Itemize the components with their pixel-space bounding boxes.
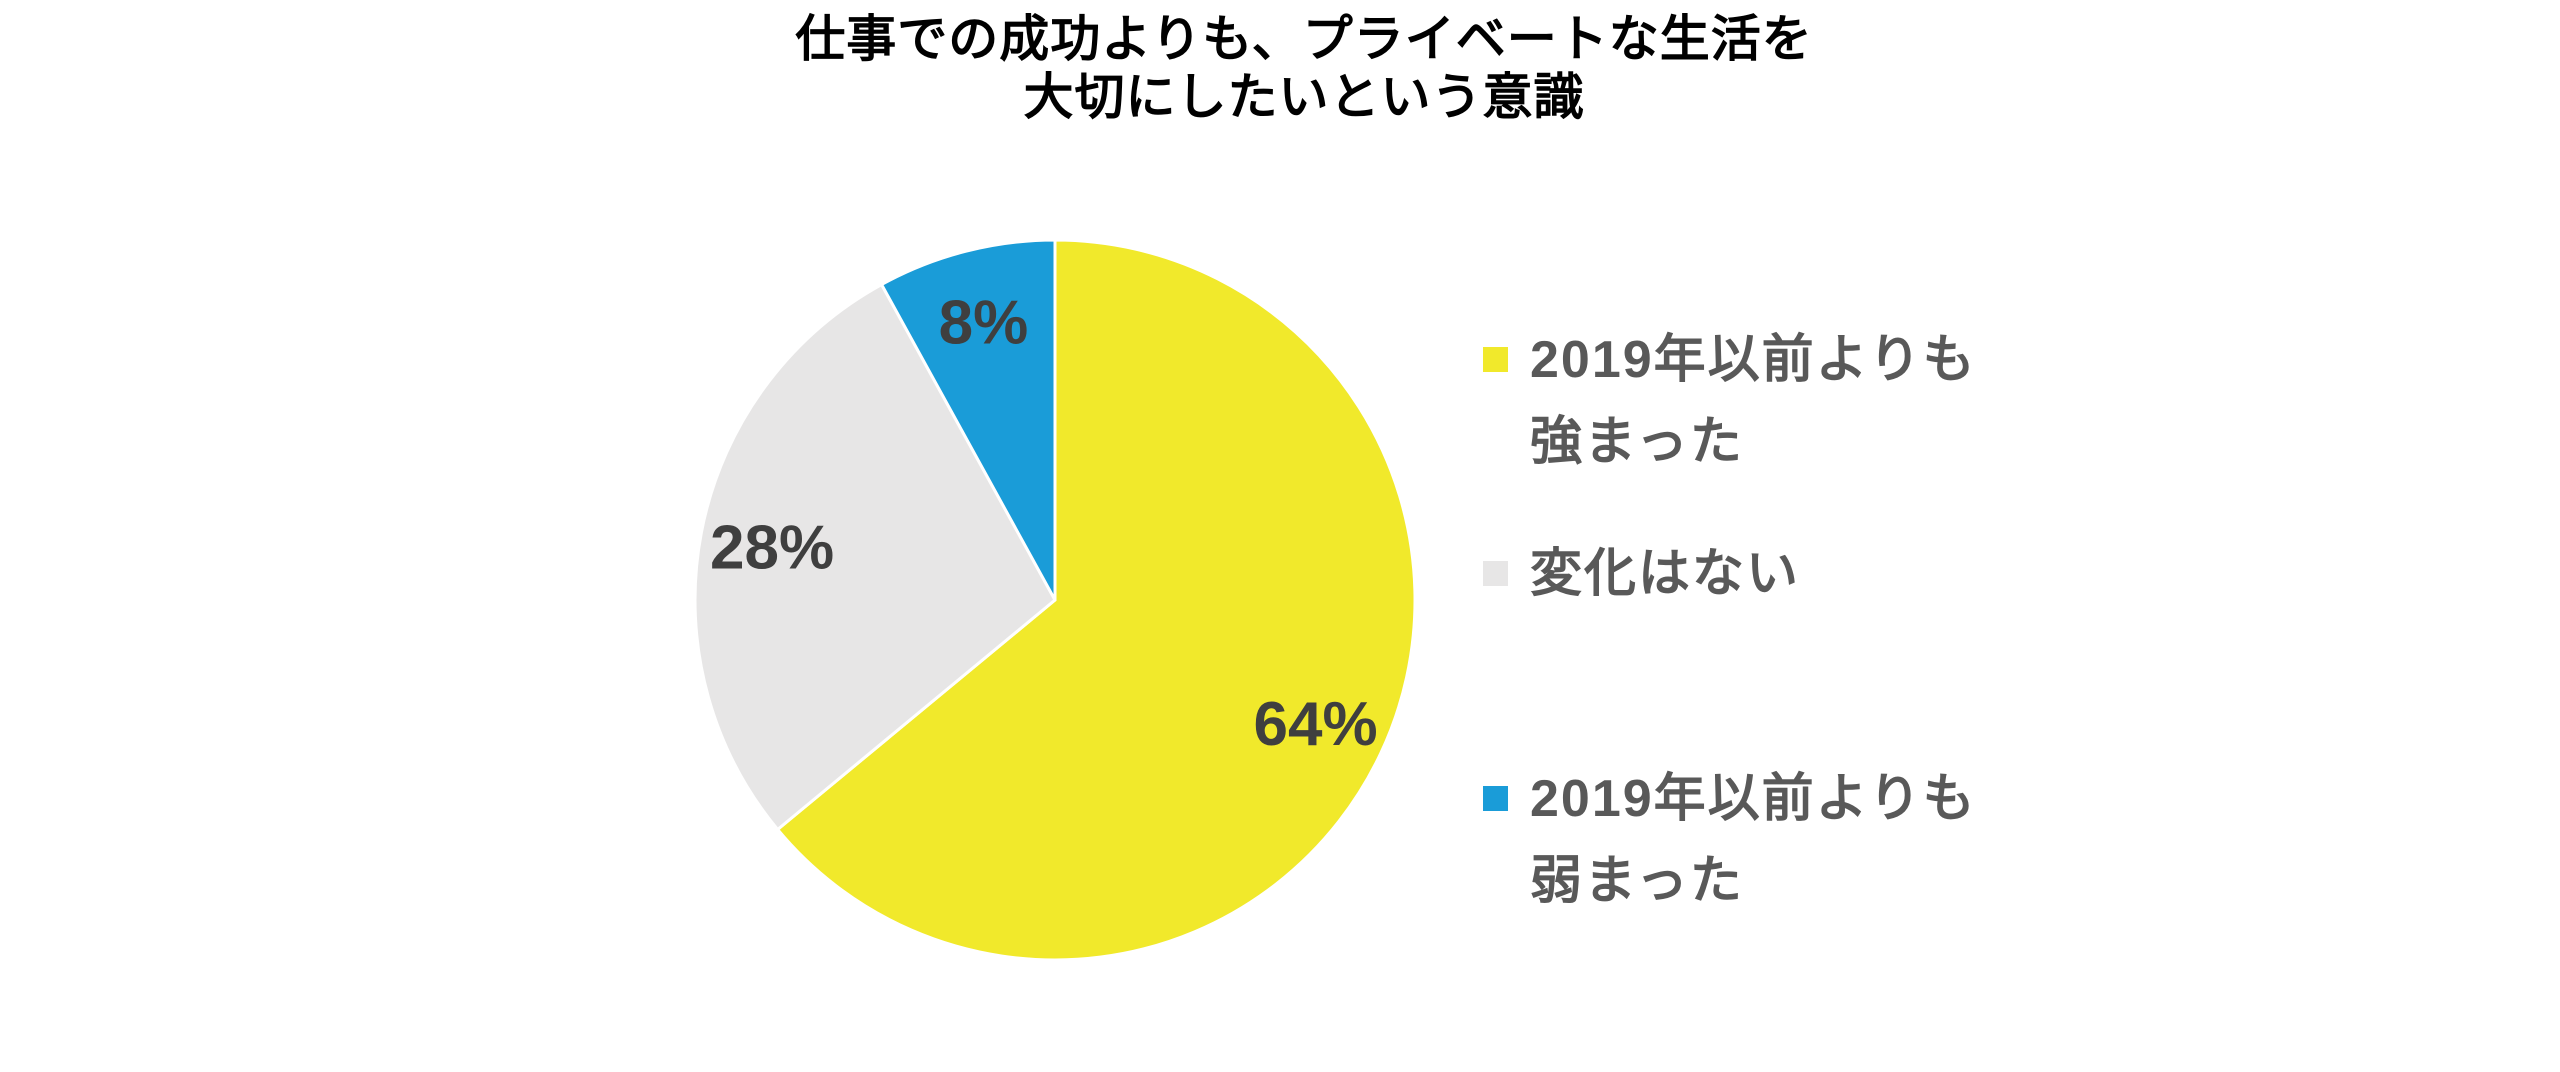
pie-slice-label-2: 8% [939, 288, 1029, 357]
pie-chart: 64% 28% 8% [693, 238, 1417, 962]
legend-item-weaker: 2019年以前よりも 弱まった [1483, 758, 1977, 922]
legend-swatch-stronger-icon [1483, 347, 1508, 372]
legend-label-no-change: 変化はない [1530, 545, 1801, 603]
pie-slice-label-0: 64% [1254, 690, 1378, 759]
chart-title: 仕事での成功よりも、プライベートな生活を 大切にしたいという意識 [795, 11, 1813, 125]
pie-slice-2 [880, 238, 1057, 602]
pie-slice-0 [776, 238, 1417, 962]
legend-label-weaker: 2019年以前よりも 弱まった [1530, 770, 1977, 910]
legend-item-no-change: 変化はない [1483, 533, 1800, 615]
pie-slice-1 [693, 283, 1057, 831]
legend-swatch-no-change-icon [1483, 561, 1508, 586]
legend-swatch-weaker-icon [1483, 786, 1508, 811]
pie-slice-label-1: 28% [710, 513, 834, 582]
legend-item-stronger: 2019年以前よりも 強まった [1483, 319, 1977, 483]
legend-label-stronger: 2019年以前よりも 強まった [1530, 331, 1977, 471]
